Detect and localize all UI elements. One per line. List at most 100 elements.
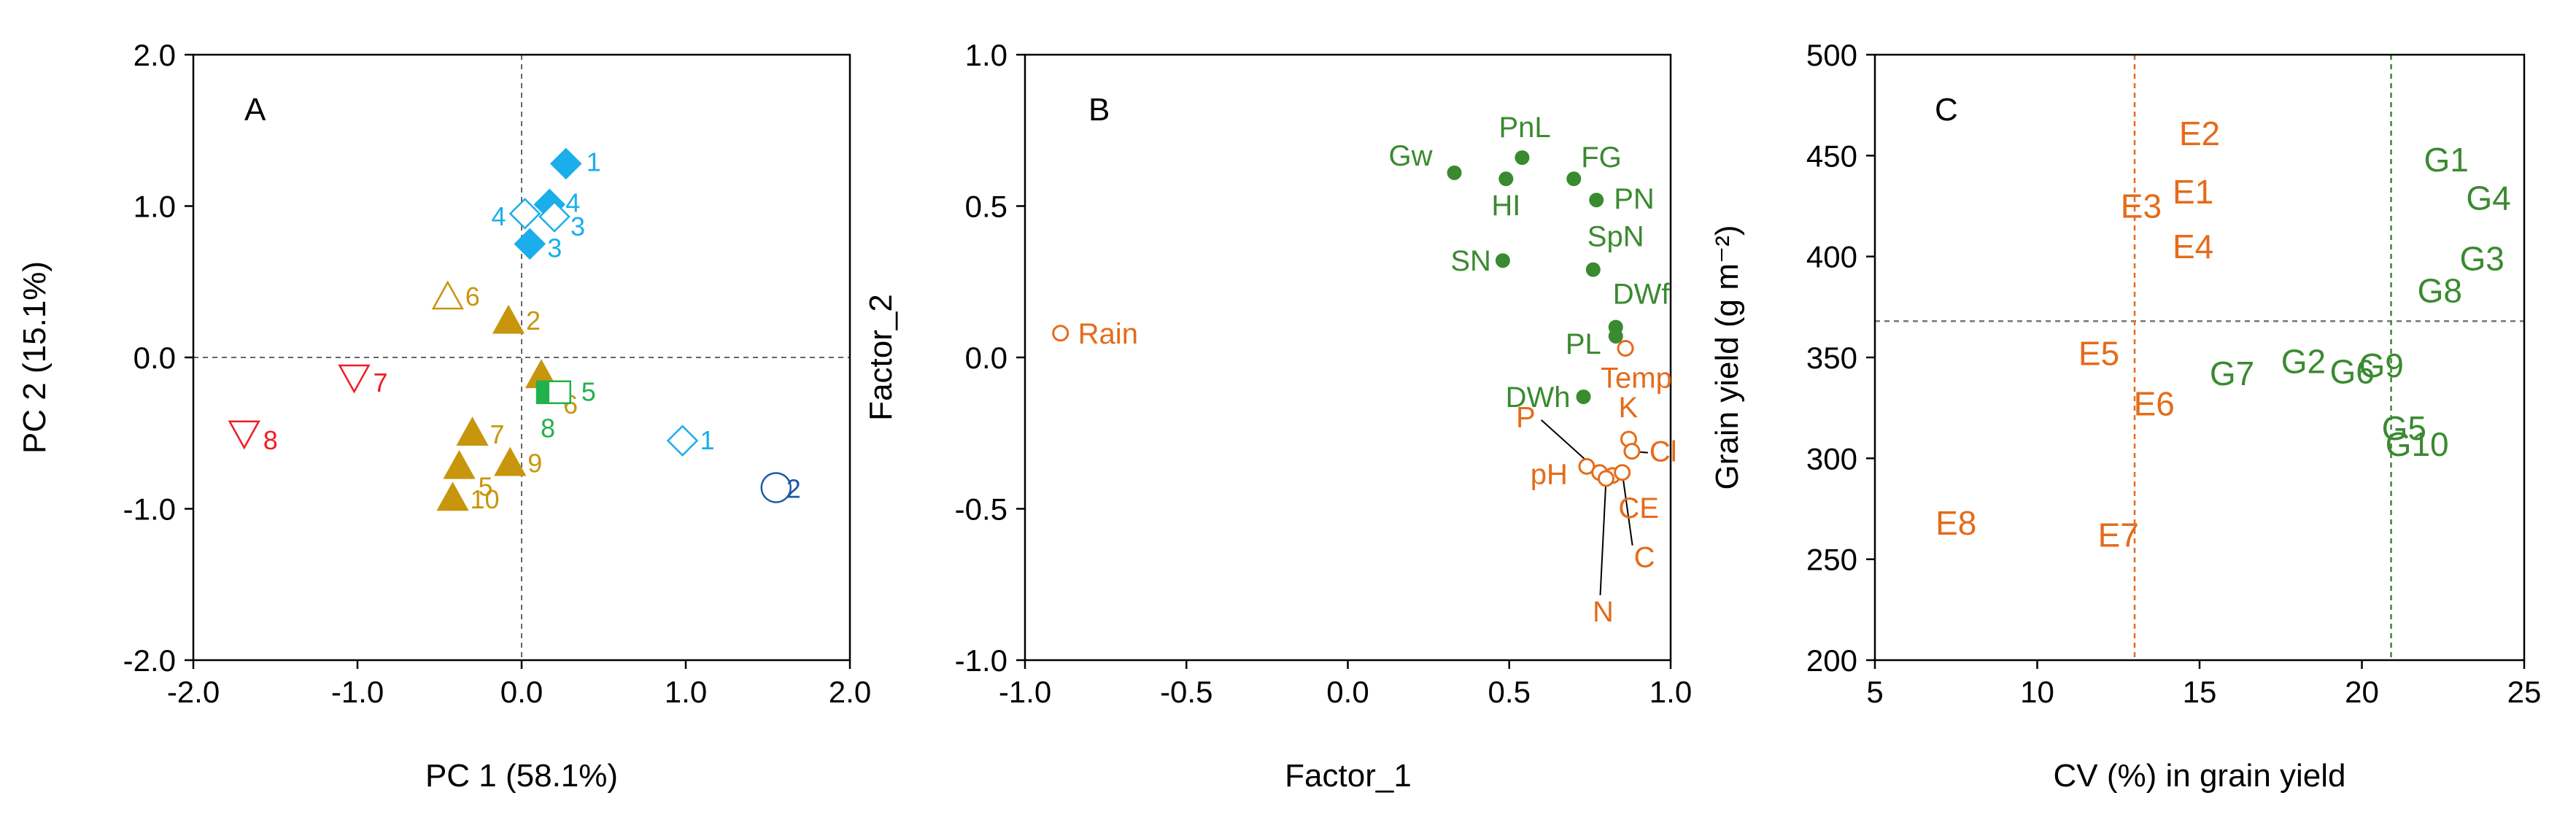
trait-point	[1608, 328, 1623, 344]
trait-label: PL	[1566, 328, 1601, 360]
panel-c-x-tick-label: 25	[2507, 675, 2542, 709]
panel-c-y-tick-label: 500	[1806, 38, 1857, 72]
panel-b-x-tick-label: 1.0	[1649, 675, 1692, 709]
panel-a-point-label: 8	[263, 425, 278, 455]
panel-c-y-tick-label: 450	[1806, 139, 1857, 173]
panel-a-y-axis-title: PC 2 (15.1%)	[17, 261, 53, 454]
diamond-point	[538, 201, 570, 233]
panel-c-y-tick-label: 300	[1806, 441, 1857, 476]
panel-b-ticks: -1.0 -0.5 0.0 0.5 1.0 -1.0 -0.5 0.0 0.5 1.0	[955, 38, 1693, 709]
triangle-up-point	[443, 449, 476, 479]
diamond-point	[666, 425, 699, 457]
genotype-label: G1	[2424, 141, 2469, 179]
genotype-label: G8	[2418, 272, 2462, 310]
environment-label: N	[1593, 596, 1614, 628]
environment-label: K	[1618, 392, 1638, 424]
genotype-label: G7	[2210, 355, 2254, 392]
panel-b-y-tick-label: -0.5	[955, 492, 1007, 527]
environment-point	[1617, 340, 1634, 357]
panel-b-x-tick-label: 0.5	[1488, 675, 1531, 709]
trait-label: Gw	[1389, 140, 1433, 172]
panel-a-point-label: 1	[587, 147, 601, 177]
trait-label: DWh	[1506, 381, 1571, 414]
genotype-label: G9	[2359, 346, 2404, 384]
panel-a-letter: A	[244, 92, 266, 128]
panel-a-point-label: 1	[700, 425, 715, 455]
diamond-point	[549, 147, 582, 180]
trait-label: PN	[1614, 183, 1655, 215]
panel-a-point-label: 4	[491, 201, 506, 231]
triangle-up-point	[494, 446, 527, 476]
panel-a-point-label: 4	[565, 187, 580, 217]
panel-c-y-tick-label: 200	[1806, 643, 1857, 678]
environment-label: E5	[2078, 334, 2119, 372]
panel-b-x-tick-label: -1.0	[999, 675, 1051, 709]
panel-b-y-axis-title: Factor_2	[863, 294, 899, 421]
environment-label: E6	[2134, 385, 2175, 423]
panel-a-reference-lines	[193, 55, 850, 660]
panel-a-point-label: 8	[541, 414, 555, 444]
trait-point	[1498, 171, 1514, 187]
genotype-label: G3	[2459, 239, 2504, 277]
panel-a-y-tick-label: 2.0	[134, 38, 176, 72]
trait-point	[1515, 150, 1530, 166]
panel-a-point-label: 5	[581, 377, 596, 407]
triangle-up-point	[431, 280, 464, 310]
panel-b-y-tick-label: 0.0	[965, 341, 1007, 375]
panel-c-x-axis-title: CV (%) in grain yield	[2053, 758, 2345, 794]
environment-label: E3	[2121, 187, 2162, 225]
panel-a-x-tick-label: -2.0	[167, 675, 220, 709]
panel-c-x-tick-label: 10	[2020, 675, 2054, 709]
panel-a-y-tick-label: -2.0	[123, 643, 176, 678]
panel-b-x-tick-label: 0.0	[1326, 675, 1369, 709]
trait-point	[1495, 253, 1510, 268]
panel-a-point-label: 2	[526, 306, 541, 336]
panel-a-x-tick-label: -1.0	[331, 675, 384, 709]
panel-c-reference-lines	[1875, 55, 2524, 660]
trait-label: SN	[1450, 245, 1491, 277]
environment-label: Rain	[1078, 318, 1138, 350]
environment-point	[1052, 325, 1070, 342]
panel-a-y-tick-label: 0.0	[134, 341, 176, 375]
panel-a-point-label: 6	[465, 282, 480, 311]
environment-label: E4	[2173, 228, 2213, 266]
triangle-up-point	[456, 417, 489, 446]
panel-a-point-label: 9	[527, 448, 542, 478]
triangle-up-point	[492, 304, 525, 334]
environment-label: C	[1634, 542, 1655, 574]
trait-point	[1566, 171, 1582, 187]
trait-label: HI	[1491, 190, 1520, 222]
trait-point	[1585, 262, 1601, 277]
trait-point	[1576, 389, 1591, 404]
panel-a-point-label: 3	[570, 212, 585, 241]
panel-b-letter: B	[1088, 92, 1110, 128]
trait-label: SpN	[1587, 221, 1644, 253]
panel-a-x-tick-label: 2.0	[829, 675, 871, 709]
square-point	[547, 380, 571, 404]
triangle-down-point	[338, 364, 371, 394]
genotype-label: G5	[2382, 409, 2426, 447]
genotype-label: G2	[2281, 343, 2326, 381]
panel-c-x-tick-label: 5	[1866, 675, 1883, 709]
environment-label: pH	[1531, 458, 1568, 490]
panel-a-point-label: 3	[547, 233, 562, 263]
panel-c-y-tick-label: 350	[1806, 341, 1857, 375]
panel-a-point-label: 7	[490, 419, 505, 449]
environment-point	[1598, 470, 1614, 487]
trait-label: DWf	[1613, 279, 1671, 311]
panel-c-x-tick-label: 15	[2183, 675, 2217, 709]
panel-c-y-tick-label: 400	[1806, 240, 1857, 274]
genotype-label: G10	[2386, 425, 2449, 463]
environment-point	[1623, 443, 1641, 460]
environment-point	[1614, 464, 1631, 481]
panel-a-x-tick-label: 0.0	[500, 675, 543, 709]
trait-label: FG	[1581, 142, 1622, 174]
panel-a-y-tick-label: 1.0	[134, 190, 176, 224]
diamond-point	[514, 228, 546, 260]
panel-b-y-tick-label: 1.0	[965, 38, 1007, 72]
